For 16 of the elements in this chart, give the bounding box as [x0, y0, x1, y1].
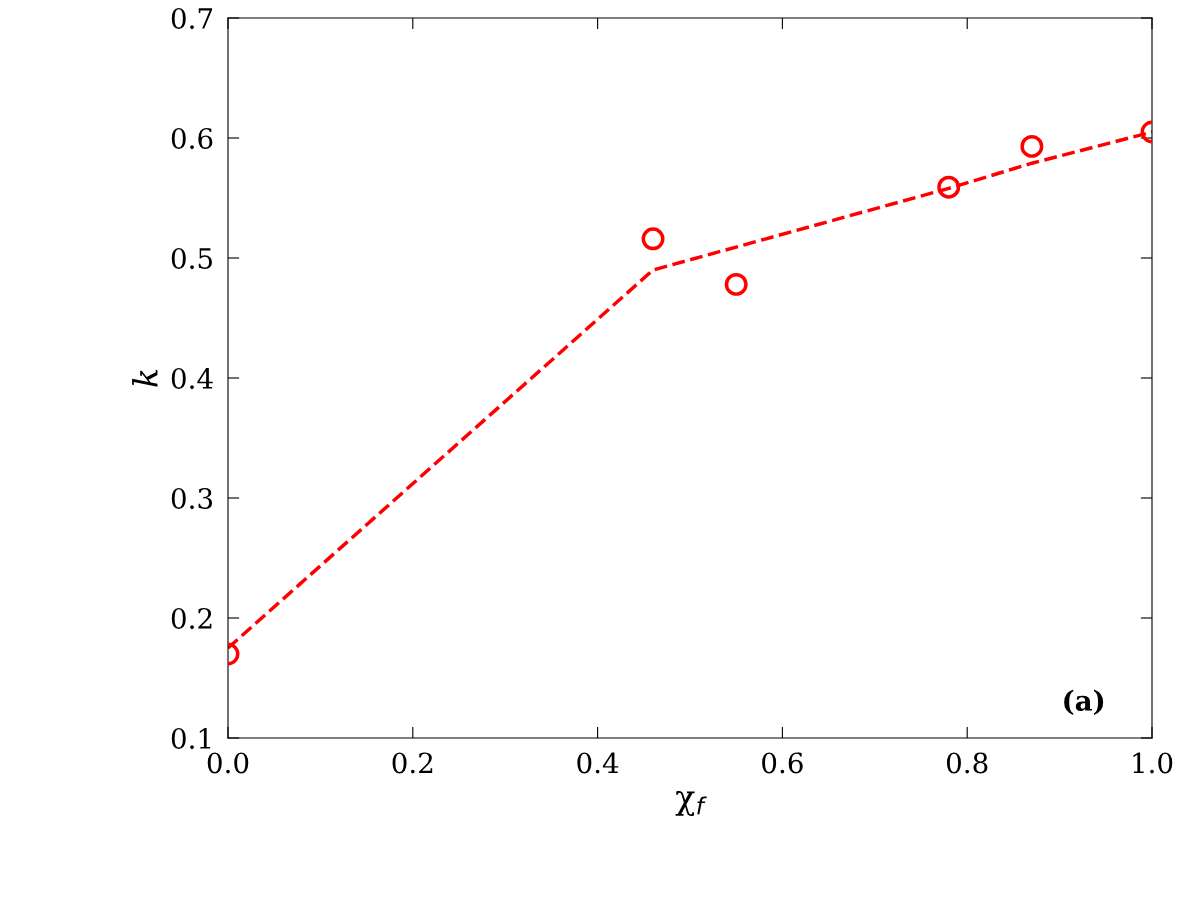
y-tick-label: 0.6 — [171, 127, 213, 149]
y-axis-title: k — [132, 369, 158, 387]
y-tick-label: 0.2 — [171, 607, 212, 629]
x-tick-label: 0.8 — [946, 752, 988, 774]
x-tick-label: 0.2 — [392, 752, 433, 774]
y-tick-label: 0.4 — [171, 367, 213, 389]
x-axis-title: χ$_{f}$ — [675, 790, 707, 817]
x-tick-label: 0.4 — [577, 752, 619, 774]
y-tick-label: 0.7 — [171, 7, 213, 29]
y-tick-label: 0.1 — [171, 727, 211, 749]
annotation: (a) — [1064, 689, 1104, 715]
x-tick-label: 1.0 — [1133, 752, 1173, 774]
x-tick-label: 0.6 — [762, 752, 803, 774]
y-tick-label: 0.5 — [171, 247, 212, 269]
y-tick-label: 0.3 — [171, 487, 213, 509]
x-tick-label: 0.0 — [207, 752, 249, 774]
